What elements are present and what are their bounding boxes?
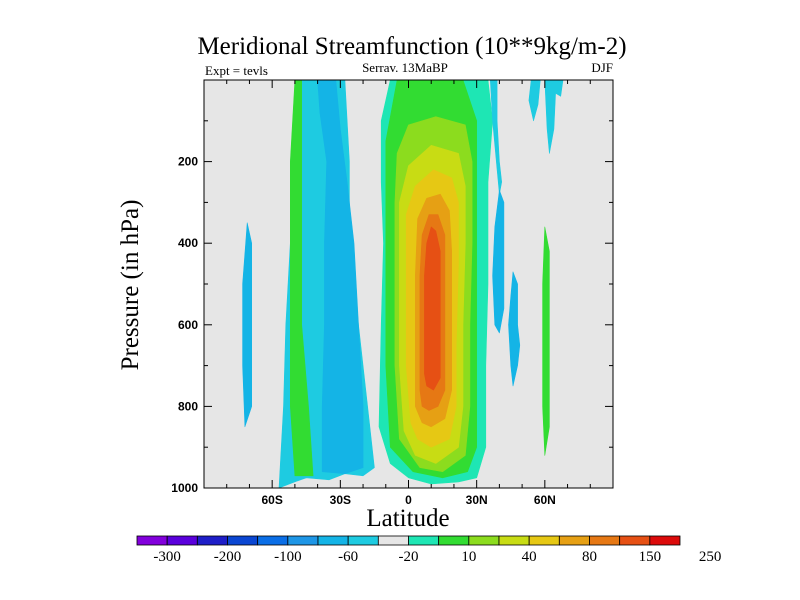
y-axis-label: Pressure (in hPa): [117, 200, 144, 371]
contour-sh-cyan-sliver: [242, 222, 252, 428]
x-tick-label: 30S: [330, 493, 351, 507]
colorbar-label: 10: [461, 549, 476, 565]
colorbar-swatch: [468, 535, 500, 546]
colorbar-label: 40: [522, 549, 537, 565]
colorbar-swatch: [498, 535, 530, 546]
colorbar-swatch: [377, 535, 409, 546]
contour-nh-blue-blob-2: [508, 271, 521, 387]
x-tick-label: 60S: [261, 493, 282, 507]
colorbar-label: -300: [153, 549, 181, 565]
subtitle-left: Expt = tevls: [205, 63, 268, 78]
colorbar-swatch: [438, 535, 470, 546]
chart-title: Meridional Streamfunction (10**9kg/m-2): [197, 33, 626, 60]
x-tick-label: 0: [405, 493, 412, 507]
colorbar-swatch: [619, 535, 651, 546]
colorbar-swatch: [136, 535, 168, 546]
colorbar-swatch: [558, 535, 590, 546]
contour-hadley-300: [424, 226, 441, 391]
colorbar-swatch: [408, 535, 440, 546]
y-tick-label: 200: [178, 155, 198, 169]
colorbar-swatch: [528, 535, 560, 546]
contour-layer: [242, 79, 564, 489]
x-tick-label: 30N: [466, 493, 488, 507]
colorbar-swatch: [287, 535, 319, 546]
subtitle-right: DJF: [591, 60, 613, 75]
colorbar-swatch: [347, 535, 379, 546]
y-tick-label: 400: [178, 236, 198, 250]
contour-nh-blue-blob-1: [492, 189, 505, 334]
x-axis-label: Latitude: [366, 505, 449, 532]
colorbar-label: -200: [214, 549, 242, 565]
colorbar-label: -20: [399, 549, 419, 565]
colorbar-label: -60: [338, 549, 358, 565]
colorbar: -300 -200 -100 -60 -20 10 40 80 150 250: [136, 535, 722, 565]
contour-nh-green-sliver: [542, 226, 550, 456]
colorbar-swatch: [649, 535, 681, 546]
contour-ssh-blue-cell: [317, 79, 364, 475]
colorbar-swatch: [196, 535, 228, 546]
colorbar-swatch: [317, 535, 349, 546]
colorbar-swatch: [227, 535, 259, 546]
colorbar-swatch: [589, 535, 621, 546]
x-tick-label: 60N: [534, 493, 556, 507]
y-tick-label: 800: [178, 399, 198, 413]
y-tick-label: 600: [178, 318, 198, 332]
colorbar-swatch: [257, 535, 289, 546]
colorbar-label: 150: [639, 549, 662, 565]
colorbar-swatch: [166, 535, 198, 546]
tick-layer: 60S 30S 0 30N 60N 200 400 600 800 1000: [171, 80, 613, 507]
contour-nh-cyan-upper: [489, 79, 503, 195]
colorbar-label: -100: [274, 549, 302, 565]
subtitle-center: Serrav. 13MaBP: [362, 60, 448, 75]
colorbar-label: 80: [582, 549, 597, 565]
colorbar-label: 250: [699, 549, 722, 565]
y-tick-label: 1000: [171, 481, 198, 495]
